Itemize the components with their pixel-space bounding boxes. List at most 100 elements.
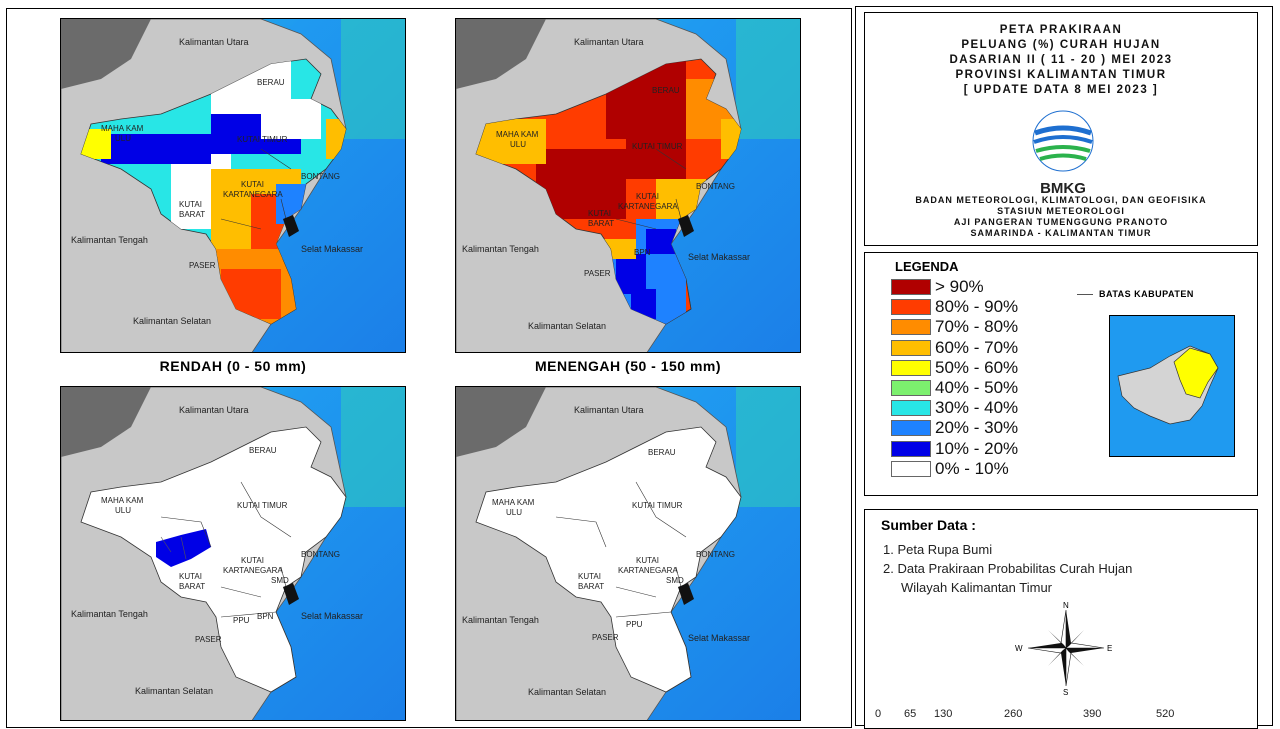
bmkg-emblem-icon [1032, 110, 1094, 172]
institution-line-2: STASIUN METEOROLOGI [997, 206, 1125, 216]
label-smd: SMD [666, 576, 684, 585]
scale-label: 390 [1083, 708, 1102, 720]
title-box: PETA PRAKIRAAN PELUANG (%) CURAH HUJAN D… [864, 12, 1258, 246]
label-kutim: KUTAI TIMUR [237, 135, 288, 144]
source-item-1: 1. Peta Rupa Bumi [883, 542, 993, 557]
label-mahakam: MAHA KAM [492, 498, 535, 507]
label-kubar: KUTAI [179, 200, 202, 209]
label-kutim: KUTAI TIMUR [237, 501, 288, 510]
label-bontang: BONTANG [696, 550, 735, 559]
sources-box: Sumber Data : 1. Peta Rupa Bumi 2. Data … [864, 509, 1258, 729]
label-mahakam: MAHA KAM [496, 130, 539, 139]
institution-line-4: SAMARINDA - KALIMANTAN TIMUR [970, 228, 1152, 238]
label-kukar: KUTAI [241, 556, 264, 565]
label-bpn: BPN [257, 612, 274, 621]
label-kaltara: Kalimantan Utara [574, 405, 644, 415]
legend-swatch [891, 299, 931, 316]
legend-swatch [891, 339, 931, 356]
title-line-3: DASARIAN II ( 11 - 20 ) MEI 2023 [949, 54, 1173, 66]
scale-label: 260 [1004, 708, 1023, 720]
label-berau: BERAU [257, 78, 285, 87]
label-kalteng: Kalimantan Tengah [71, 609, 148, 619]
compass-e: E [1107, 644, 1112, 653]
legend-label: 20% - 30% [935, 418, 1019, 438]
label-kalsel: Kalimantan Selatan [528, 321, 606, 331]
legend-label: > 90% [935, 277, 984, 296]
label-kalsel: Kalimantan Selatan [528, 687, 606, 697]
label-paser: PASER [592, 633, 619, 642]
legend-swatch [891, 400, 931, 417]
label-selat: Selat Makassar [688, 633, 750, 643]
compass-rose: N S E W [1011, 600, 1121, 697]
map-rendah: Kalimantan Utara BERAU MAHA KAM ULU KUTA… [60, 18, 406, 353]
label-kaltara: Kalimantan Utara [179, 37, 249, 47]
legend-label: 40% - 50% [935, 378, 1019, 397]
source-item-2-cont: Wilayah Kalimantan Timur [901, 580, 1052, 595]
boundary-line-icon [1077, 294, 1093, 296]
label-mahakam-2: ULU [115, 506, 131, 515]
legend-swatch [891, 420, 931, 437]
scale-bar: 0 65 130 260 390 520 [875, 708, 1175, 722]
inset-map [1109, 315, 1235, 457]
label-kubar-2: BARAT [578, 582, 604, 591]
label-kukar: KUTAI [241, 180, 264, 189]
map-sangat-tinggi: Kalimantan Utara BERAU MAHA KAM ULU KUTA… [455, 386, 801, 721]
map-tinggi: Kalimantan Utara BERAU MAHA KAM ULU KUTA… [60, 386, 406, 721]
legend-title: LEGENDA [895, 259, 959, 274]
label-kukar-2: KARTANEGARA [618, 566, 678, 575]
label-bontang: BONTANG [696, 182, 735, 191]
label-kubar-2: BARAT [179, 582, 205, 591]
institution-line-1: BADAN METEOROLOGI, KLIMATOLOGI, DAN GEOF… [915, 195, 1207, 205]
label-kubar-2: BARAT [588, 219, 614, 228]
legend-swatch [891, 440, 931, 457]
legend-swatch [891, 460, 931, 477]
label-mahakam-2: ULU [506, 508, 522, 517]
boundary-legend: BATAS KABUPATEN [1077, 289, 1194, 299]
legend-swatch [891, 279, 931, 295]
legend-label: 80% - 90% [935, 297, 1019, 317]
label-ppu: PPU [233, 616, 250, 625]
label-kutim: KUTAI TIMUR [632, 501, 683, 510]
scale-label: 520 [1156, 708, 1175, 720]
label-mahakam-2: ULU [510, 140, 526, 149]
caption-menengah: MENENGAH (50 - 150 mm) [534, 358, 722, 374]
compass-n: N [1063, 601, 1069, 610]
sources-title: Sumber Data : [881, 517, 976, 533]
legend-label: 10% - 20% [935, 438, 1019, 458]
label-selat: Selat Makassar [688, 252, 750, 262]
legend-label: 50% - 60% [935, 357, 1019, 377]
bmkg-logo-text: BMKG [1040, 180, 1086, 197]
label-berau: BERAU [648, 448, 676, 457]
legend-swatch [891, 380, 931, 396]
label-kalteng: Kalimantan Tengah [71, 235, 148, 245]
label-kaltara: Kalimantan Utara [179, 405, 249, 415]
label-kalsel: Kalimantan Selatan [133, 316, 211, 326]
legend-box: LEGENDA > 90% 80% - 90% 70% - 80% 60% - 70%… [864, 252, 1258, 496]
label-berau: BERAU [652, 86, 680, 95]
label-paser: PASER [584, 269, 611, 278]
label-mahakam: MAHA KAM [101, 496, 144, 505]
label-paser: PASER [195, 635, 222, 644]
label-bontang: BONTANG [301, 172, 340, 181]
label-bontang: BONTANG [301, 550, 340, 559]
scale-label: 65 [904, 708, 917, 720]
label-selat: Selat Makassar [301, 244, 363, 254]
compass-s: S [1063, 688, 1068, 696]
map-menengah: Kalimantan Utara BERAU MAHA KAM ULU KUTA… [455, 18, 801, 353]
compass-icon: N S E W [1015, 601, 1112, 697]
label-kukar: KUTAI [636, 192, 659, 201]
label-kukar-2: KARTANEGARA [618, 202, 678, 211]
compass-w: W [1015, 644, 1023, 653]
legend-swatch [891, 319, 931, 336]
label-berau: BERAU [249, 446, 277, 455]
label-kalteng: Kalimantan Tengah [462, 615, 539, 625]
label-kalsel: Kalimantan Selatan [135, 686, 213, 696]
title-line-2: PELUANG (%) CURAH HUJAN [961, 39, 1161, 51]
caption-rendah: RENDAH (0 - 50 mm) [159, 358, 307, 374]
label-bpn: BPN [634, 248, 651, 257]
label-mahakam: MAHA KAM [101, 124, 144, 133]
legend-label: 0% - 10% [935, 458, 1009, 478]
legend-label: 60% - 70% [935, 337, 1019, 357]
label-mahakam-2: ULU [115, 134, 131, 143]
title-line-4: PROVINSI KALIMANTAN TIMUR [955, 69, 1167, 81]
